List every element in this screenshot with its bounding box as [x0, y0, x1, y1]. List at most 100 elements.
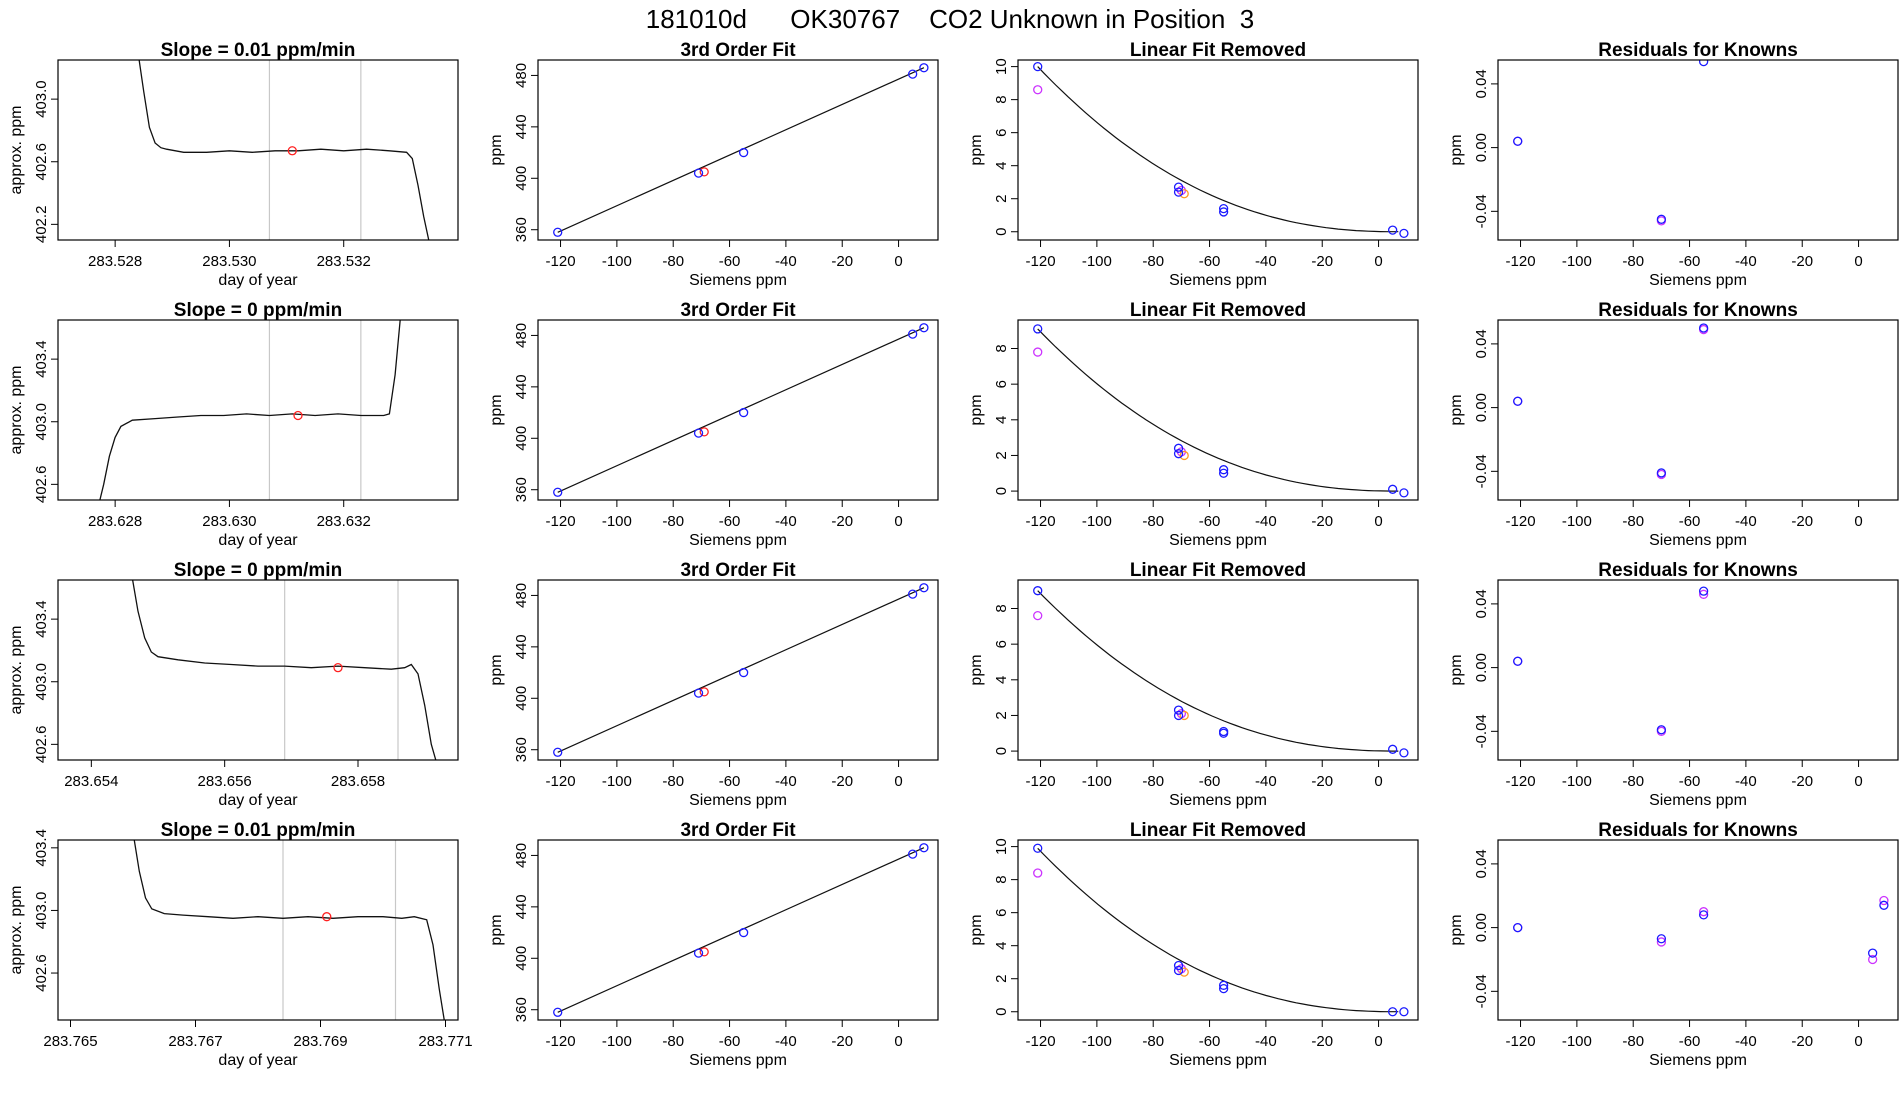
- x-tick-label: -20: [1791, 513, 1813, 530]
- x-tick-label: 0: [894, 513, 902, 530]
- plot-area: [1513, 895, 1889, 965]
- y-tick-label: 0: [993, 1008, 1010, 1016]
- y-tick-label: 0: [993, 228, 1010, 236]
- x-tick-label: -60: [1679, 1033, 1701, 1050]
- y-axis-label: ppm: [1448, 914, 1465, 945]
- plot-frame: [537, 579, 939, 761]
- plot-frame: [537, 59, 939, 241]
- y-tick-label: 0.04: [1473, 849, 1490, 878]
- data-point-red: [699, 167, 709, 177]
- data-point-blue: [1399, 1007, 1409, 1017]
- y-tick-label: 6: [993, 380, 1010, 388]
- panel-r3-c1: -120 -100 -80 -60 -40 -20 0 360 400 440 480 3rd Ord…: [488, 820, 939, 1069]
- x-tick-label: -120: [1026, 773, 1056, 790]
- x-tick-label: -60: [719, 1033, 741, 1050]
- x-tick-label: -40: [1735, 253, 1757, 270]
- panel-r1-c3: -120 -100 -80 -60 -40 -20 0 -0.04 0.00 0.04 Residu…: [1448, 300, 1899, 549]
- x-tick-label: 283.656: [198, 773, 252, 790]
- y-tick-label: 8: [993, 875, 1010, 883]
- plot-frame: [57, 319, 459, 501]
- y-tick-label: 2: [993, 711, 1010, 719]
- y-tick-label: 10: [993, 58, 1010, 75]
- data-point-blue: [1173, 182, 1184, 192]
- x-tick-label: -120: [1026, 513, 1056, 530]
- y-axis-label: ppm: [1448, 134, 1465, 165]
- data-point-blue: [907, 589, 918, 599]
- plot-area: [553, 323, 929, 497]
- data-point-blue: [1033, 61, 1043, 72]
- plot-frame: [1497, 59, 1899, 241]
- x-tick-label: -120: [546, 1033, 576, 1050]
- x-tick-label: 283.654: [64, 773, 118, 790]
- y-tick-label: 360: [513, 737, 530, 762]
- data-point-blue: [1867, 948, 1878, 958]
- y-axis-label: ppm: [488, 914, 505, 945]
- x-tick-label: -120: [1026, 1033, 1056, 1050]
- x-tick-label: -40: [1255, 253, 1277, 270]
- data-point-blue: [1173, 449, 1184, 459]
- y-axis-label: ppm: [488, 394, 505, 425]
- data-point-blue: [1879, 900, 1889, 910]
- data-point-blue: [693, 428, 704, 438]
- panel-r3-c2: -120 -100 -80 -60 -40 -20 0 0 2 4 6 8 10 Linear Fit R…: [968, 820, 1419, 1069]
- x-axis-label: Siemens ppm: [689, 532, 787, 549]
- x-tick-label: 0: [894, 1033, 902, 1050]
- x-tick-label: -20: [1791, 773, 1813, 790]
- x-tick-label: -60: [1199, 1033, 1221, 1050]
- x-axis-label: day of year: [218, 532, 298, 549]
- y-axis-label: ppm: [968, 654, 985, 685]
- data-point-blue: [738, 407, 749, 418]
- x-tick-label: -100: [1562, 773, 1592, 790]
- y-tick-label: 360: [513, 997, 530, 1022]
- x-tick-label: -60: [1199, 253, 1221, 270]
- x-tick-label: 283.658: [331, 773, 385, 790]
- data-point-blue: [919, 63, 929, 73]
- x-tick-label: 283.532: [317, 253, 371, 270]
- x-tick-label: -80: [662, 513, 684, 530]
- y-tick-label: 403.0: [33, 663, 50, 701]
- data-point-blue: [919, 583, 929, 593]
- fit-curve: [1037, 847, 1399, 1013]
- x-tick-label: -120: [546, 253, 576, 270]
- x-tick-label: 0: [1374, 773, 1382, 790]
- x-axis-label: Siemens ppm: [689, 272, 787, 289]
- y-tick-label: 4: [993, 676, 1010, 684]
- x-tick-label: 283.632: [317, 513, 371, 530]
- data-point-blue: [693, 948, 704, 958]
- data-trace-line: [133, 840, 445, 1020]
- data-point-magenta: [1033, 610, 1043, 621]
- panel-r0-c0: 283.528 283.530 283.532 402.2 402.6 403.0 Slop…: [8, 40, 459, 289]
- x-tick-label: -60: [719, 253, 741, 270]
- x-tick-label: -100: [1562, 513, 1592, 530]
- panel-r2-c2: -120 -100 -80 -60 -40 -20 0 0 2 4 6 8 Linear Fit Rem…: [968, 560, 1419, 809]
- panel-r0-c3: -120 -100 -80 -60 -40 -20 0 -0.04 0.00 0.04 Residu…: [1448, 40, 1899, 289]
- x-tick-label: 0: [894, 253, 902, 270]
- plot-frame: [1497, 579, 1899, 761]
- y-tick-label: 403.4: [33, 829, 50, 867]
- x-axis-label: Siemens ppm: [1649, 532, 1747, 549]
- x-tick-label: -40: [1735, 1033, 1757, 1050]
- plot-frame: [537, 839, 939, 1021]
- data-point-blue: [693, 688, 704, 698]
- y-tick-label: 480: [513, 323, 530, 348]
- y-tick-label: 480: [513, 63, 530, 88]
- panel-r2-c3: -120 -100 -80 -60 -40 -20 0 -0.04 0.00 0.04 Residu…: [1448, 560, 1899, 809]
- data-point-magenta: [1879, 895, 1889, 906]
- plot-area: [1033, 61, 1409, 239]
- data-point-blue: [1513, 136, 1523, 146]
- y-tick-label: 0.00: [1473, 653, 1490, 682]
- mean-point-marker: [333, 663, 343, 673]
- x-tick-label: 0: [1374, 1033, 1382, 1050]
- x-tick-label: -80: [1622, 253, 1644, 270]
- y-tick-label: 400: [513, 426, 530, 451]
- x-tick-label: -80: [1142, 253, 1164, 270]
- y-tick-label: 403.4: [33, 600, 50, 638]
- plot-frame: [1017, 319, 1419, 501]
- data-point-blue: [738, 667, 749, 678]
- panel-title: Slope = 0 ppm/min: [174, 560, 342, 581]
- panel-r1-c0: 283.628 283.630 283.632 402.6 403.0 403.4 Slop…: [8, 300, 459, 549]
- x-tick-label: -120: [1506, 513, 1536, 530]
- data-point-blue: [553, 227, 563, 237]
- data-point-magenta: [1698, 589, 1709, 599]
- plot-frame: [57, 59, 459, 241]
